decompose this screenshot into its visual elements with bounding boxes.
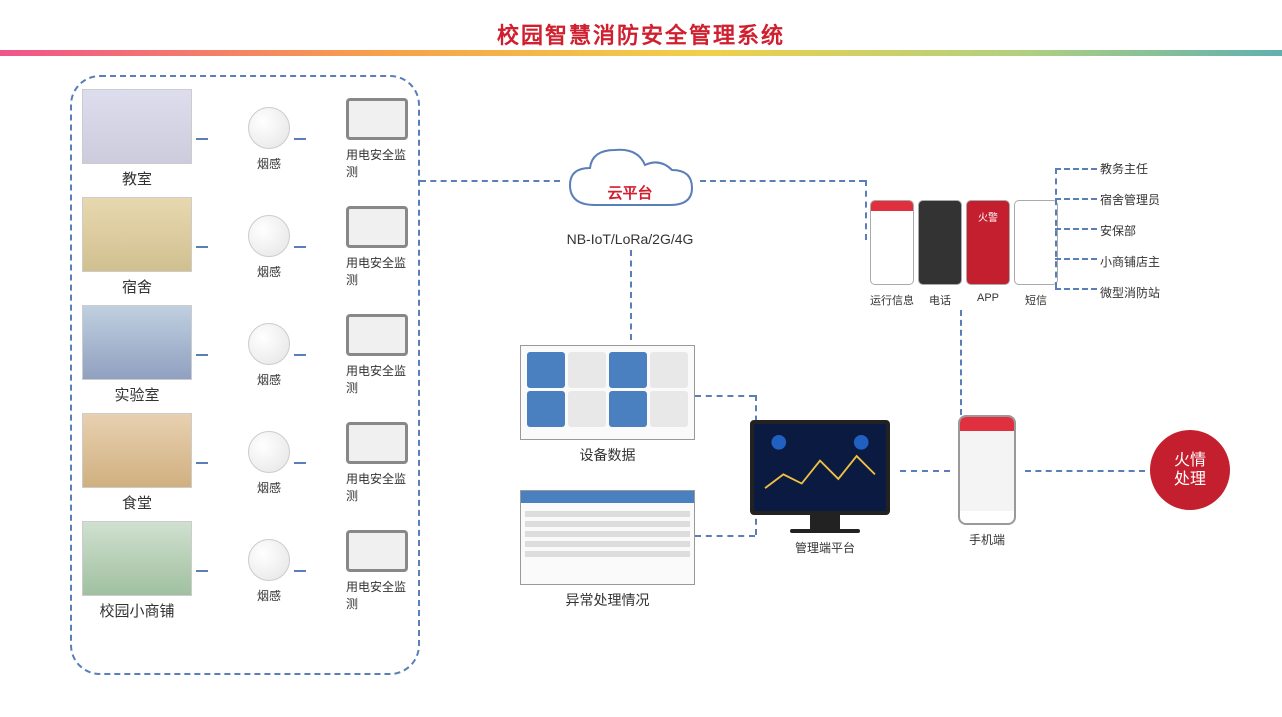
power-monitor-icon [346,314,408,356]
locations-container: 教室 烟感 用电安全监测 宿舍 烟感 用电安全监测 实验室 烟感 用电安全监测 [70,75,420,675]
call-phone-icon [918,200,962,285]
phone-icon [958,415,1016,525]
connector [420,180,560,182]
location-row: 校园小商铺 烟感 用电安全监测 [82,521,408,621]
fire-handling-node: 火情 处理 [1150,430,1230,510]
lab-thumb [82,305,192,380]
connector [1055,198,1097,200]
location-label: 校园小商铺 [99,600,174,621]
connector [1055,288,1097,290]
connector [865,180,867,240]
power-monitor-icon [346,530,408,572]
fire-label: 火情 处理 [1174,451,1206,489]
power-monitor-icon [346,98,408,140]
canteen-thumb [82,413,192,488]
connector [1055,168,1097,170]
cloud-label: 云平台 [560,182,700,203]
page-title: 校园智慧消防安全管理系统 [0,18,1282,50]
management-platform: 管理端平台 [750,420,900,556]
device-data-panel [520,345,695,440]
connector [1055,228,1097,230]
device-data-label: 设备数据 [520,445,695,465]
connector [695,395,755,397]
location-row: 宿舍 烟感 用电安全监测 [82,197,408,297]
role-item: 安保部 [1100,222,1160,239]
role-item: 微型消防站 [1100,284,1160,301]
location-label: 宿舍 [122,276,152,297]
power-monitor-icon [346,422,408,464]
platform-label: 管理端平台 [750,539,900,556]
dorm-thumb [82,197,192,272]
app-phone-icon: 火警 [966,200,1010,285]
connector [900,470,950,472]
smoke-label: 烟感 [257,155,281,172]
computer-screen-icon [750,420,890,515]
mobile-client: 手机端 [955,415,1019,548]
location-label: 教室 [122,168,152,189]
smoke-sensor-icon [248,431,290,473]
classroom-thumb [82,89,192,164]
role-item: 小商铺店主 [1100,253,1160,270]
notify-labels: 运行信息 电话 APP 短信 [870,292,1058,308]
location-label: 实验室 [114,384,159,405]
cloud-platform: 云平台 NB-IoT/LoRa/2G/4G [560,140,700,247]
gradient-bar [0,50,1282,56]
location-row: 教室 烟感 用电安全监测 [82,89,408,189]
power-monitor-icon [346,206,408,248]
location-row: 食堂 烟感 用电安全监测 [82,413,408,513]
cloud-protocol: NB-IoT/LoRa/2G/4G [560,231,700,247]
location-row: 实验室 烟感 用电安全监测 [82,305,408,405]
connector [1055,258,1097,260]
smoke-sensor-icon [248,323,290,365]
role-item: 宿舍管理员 [1100,191,1160,208]
mobile-label: 手机端 [955,531,1019,548]
role-item: 教务主任 [1100,160,1160,177]
shop-thumb [82,521,192,596]
connector [630,250,632,340]
connector [695,535,755,537]
connector [700,180,865,182]
smoke-sensor-icon [248,107,290,149]
smoke-sensor-icon [248,215,290,257]
connector [960,310,962,415]
exception-panel [520,490,695,585]
exception-label: 异常处理情况 [520,590,695,610]
power-label: 用电安全监测 [346,146,408,180]
smoke-sensor-icon [248,539,290,581]
roles-list: 教务主任 宿舍管理员 安保部 小商铺店主 微型消防站 [1100,160,1160,315]
sms-phone-icon [1014,200,1058,285]
connector [1025,470,1145,472]
notify-channels: 火警 [870,200,1058,285]
connector [1055,168,1057,288]
runtime-info-phone-icon [870,200,914,285]
location-label: 食堂 [122,492,152,513]
